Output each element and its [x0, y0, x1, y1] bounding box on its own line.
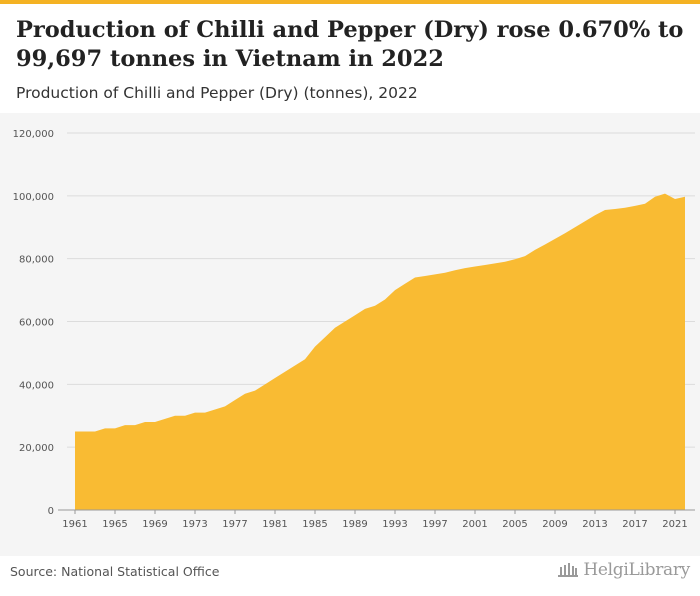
- x-tick-label: 1965: [102, 519, 127, 530]
- y-tick-label: 0: [48, 506, 54, 517]
- chart-header: Production of Chilli and Pepper (Dry) ro…: [0, 4, 700, 113]
- production-area: [75, 193, 685, 510]
- x-tick-label: 1985: [302, 519, 327, 530]
- x-tick-label: 2021: [662, 519, 687, 530]
- y-tick-label: 40,000: [19, 380, 54, 391]
- x-tick-label: 1981: [262, 519, 287, 530]
- x-tick-label: 2013: [582, 519, 607, 530]
- x-tick-label: 2009: [542, 519, 567, 530]
- y-tick-label: 100,000: [13, 192, 54, 203]
- accent-bar: [0, 0, 700, 4]
- x-tick-label: 2005: [502, 519, 527, 530]
- source-note: Source: National Statistical Office: [10, 564, 220, 579]
- y-tick-label: 80,000: [19, 255, 54, 266]
- y-tick-label: 60,000: [19, 318, 54, 329]
- logo: HelgiLibrary: [557, 560, 690, 580]
- chart-subtitle: Production of Chilli and Pepper (Dry) (t…: [16, 84, 418, 102]
- logo-text: HelgiLibrary: [583, 560, 690, 580]
- x-tick-label: 1993: [382, 519, 407, 530]
- x-tick-label: 2001: [462, 519, 487, 530]
- x-tick-label: 1977: [222, 519, 247, 530]
- x-tick-label: 1973: [182, 519, 207, 530]
- area-chart: 0 20,000 40,000 60,000 80,000 100,000 120,000 1…: [13, 129, 695, 530]
- x-tick-label: 2017: [622, 519, 647, 530]
- chart-footer: Source: National Statistical Office Helg…: [0, 556, 700, 596]
- library-building-icon: [558, 563, 579, 577]
- x-tick-label: 1997: [422, 519, 447, 530]
- x-tick-label: 1989: [342, 519, 367, 530]
- plot-area: 0 20,000 40,000 60,000 80,000 100,000 120,000 1…: [0, 113, 700, 556]
- y-tick-label: 20,000: [19, 443, 54, 454]
- x-tick-label: 1969: [142, 519, 167, 530]
- x-tick-label: 1961: [62, 519, 87, 530]
- y-tick-label: 120,000: [13, 129, 54, 140]
- chart-title: Production of Chilli and Pepper (Dry) ro…: [16, 17, 684, 72]
